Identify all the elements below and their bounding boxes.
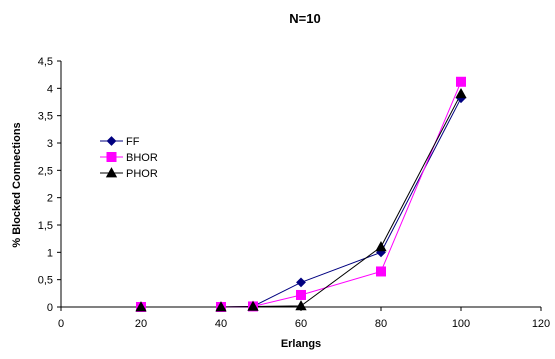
y-tick-label: 1,5 xyxy=(38,220,53,232)
legend-label-bhor: BHOR xyxy=(126,152,158,164)
plot-area: 0 0,5 1 1,5 2 2,5 3 3,5 4 4,5 0 20 40 60 80 100 120 xyxy=(38,56,550,330)
y-tick-label: 0 xyxy=(47,302,53,314)
chart-title: N=10 xyxy=(289,11,320,26)
data-point-bhor xyxy=(376,266,386,277)
x-tick-label: 0 xyxy=(58,318,64,330)
data-point-phor xyxy=(135,301,147,312)
legend-marker-bhor xyxy=(106,152,117,162)
y-tick-label: 4 xyxy=(47,83,53,95)
y-tick-label: 2 xyxy=(47,193,53,205)
series-line-phor xyxy=(141,93,462,308)
data-point-phor xyxy=(375,241,387,252)
series-line-ff xyxy=(141,97,462,308)
legend: FF BHOR PHOR xyxy=(100,136,158,180)
legend-label-phor: PHOR xyxy=(126,168,158,180)
x-tick-label: 80 xyxy=(375,318,387,330)
y-tick-label: 1 xyxy=(47,247,53,259)
y-axis-title: % Blocked Connections xyxy=(11,122,23,247)
y-tick-label: 3,5 xyxy=(38,111,53,123)
series-line-bhor xyxy=(141,81,462,308)
data-point-ff xyxy=(296,277,306,288)
legend-marker-ff xyxy=(106,136,117,146)
x-tick-label: 60 xyxy=(295,318,307,330)
data-point-phor xyxy=(295,300,307,311)
x-tick-label: 100 xyxy=(452,318,470,330)
y-tick-label: 4,5 xyxy=(38,56,53,68)
legend-marker-phor xyxy=(105,167,118,178)
y-tick-label: 2,5 xyxy=(38,165,53,177)
y-tick-label: 0,5 xyxy=(38,275,53,287)
data-point-phor xyxy=(215,301,227,312)
y-tick-label: 3 xyxy=(47,138,53,150)
x-tick-label: 20 xyxy=(135,318,147,330)
x-tick-label: 120 xyxy=(532,318,550,330)
x-tick-label: 40 xyxy=(215,318,227,330)
data-point-bhor xyxy=(456,76,466,87)
legend-label-ff: FF xyxy=(126,136,140,148)
x-axis-title: Erlangs xyxy=(281,338,321,350)
data-point-phor xyxy=(455,87,467,99)
data-point-bhor xyxy=(296,289,306,300)
data-point-phor xyxy=(247,300,259,311)
